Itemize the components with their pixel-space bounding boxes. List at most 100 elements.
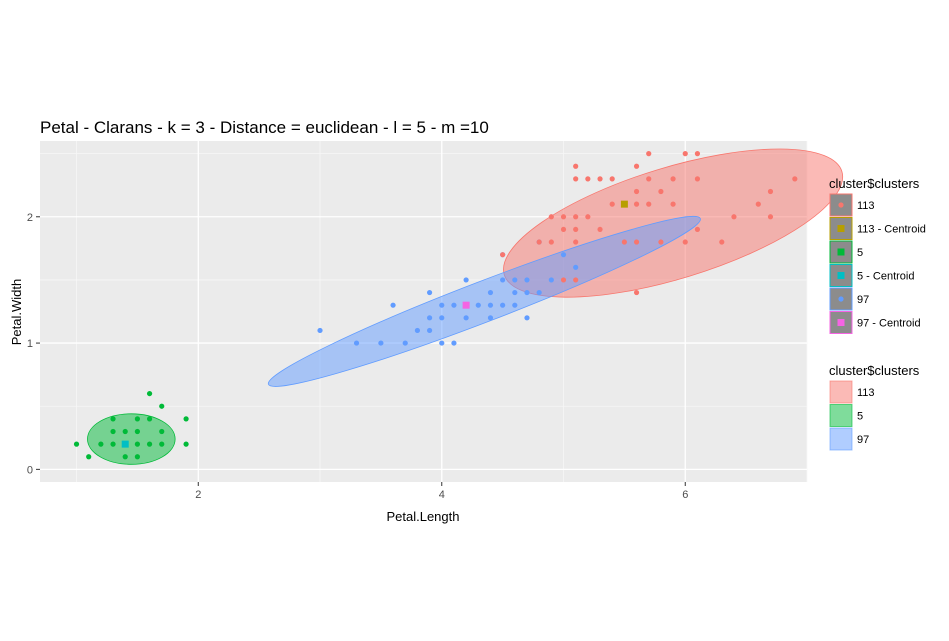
data-point-cluster-113 — [536, 239, 542, 245]
legend-key-square — [837, 248, 845, 256]
data-point-cluster-113 — [585, 176, 591, 182]
centroid-marker — [121, 440, 129, 448]
data-point-cluster-113 — [731, 214, 737, 220]
x-tick-label: 6 — [682, 489, 688, 501]
centroid-marker — [620, 200, 628, 208]
data-point-cluster-5 — [183, 416, 189, 422]
data-point-cluster-5 — [122, 428, 128, 435]
data-point-cluster-97 — [548, 277, 554, 283]
data-point-cluster-97 — [451, 340, 457, 346]
legend-key-square — [837, 272, 845, 279]
legend-color-label: 5 - Centroid — [857, 271, 914, 283]
data-point-cluster-5 — [134, 454, 140, 460]
data-point-cluster-113 — [573, 239, 579, 245]
data-point-cluster-113 — [500, 252, 506, 258]
x-tick-label: 2 — [195, 489, 201, 501]
data-point-cluster-97 — [414, 327, 421, 334]
data-point-cluster-97 — [390, 302, 396, 308]
data-point-cluster-5 — [86, 454, 92, 460]
data-point-cluster-97 — [536, 289, 542, 296]
data-point-cluster-97 — [426, 315, 433, 321]
legend-color-title: cluster$clusters — [829, 176, 920, 191]
legend-color-label: 113 — [857, 200, 875, 212]
data-point-cluster-97 — [353, 340, 360, 346]
data-point-cluster-5 — [159, 441, 165, 447]
data-point-cluster-97 — [512, 289, 518, 296]
cluster-ellipses — [87, 148, 844, 465]
cluster-ellipse-5 — [87, 413, 176, 465]
chart-title: Petal - Clarans - k = 3 - Distance = euc… — [40, 118, 489, 137]
data-point-cluster-5 — [134, 428, 140, 435]
legend-color: cluster$clusters 113 113 - Centroid 5 5 - C… — [829, 176, 926, 334]
data-point-cluster-113 — [597, 176, 603, 182]
data-point-cluster-113 — [621, 239, 627, 245]
data-point-cluster-5 — [110, 416, 116, 422]
legend-fill-key — [829, 380, 853, 404]
data-point-cluster-5 — [159, 403, 165, 409]
data-point-cluster-97 — [524, 315, 530, 321]
data-point-cluster-97 — [573, 264, 579, 270]
data-point-cluster-97 — [463, 277, 469, 283]
data-point-cluster-113 — [694, 176, 701, 182]
data-point-cluster-5 — [134, 441, 140, 447]
data-point-cluster-5 — [183, 441, 189, 447]
data-point-cluster-5 — [146, 441, 153, 447]
legend-fill: cluster$clusters 113 5 97 — [829, 363, 920, 451]
data-point-cluster-97 — [402, 340, 408, 346]
data-point-cluster-97 — [560, 252, 567, 258]
data-point-cluster-113 — [694, 226, 701, 233]
data-point-cluster-97 — [524, 277, 530, 283]
legend-fill-label: 97 — [857, 434, 869, 446]
data-point-cluster-113 — [548, 214, 554, 220]
data-point-cluster-113 — [646, 176, 652, 182]
data-point-cluster-97 — [487, 302, 494, 308]
data-point-cluster-113 — [573, 176, 579, 182]
legend-fill-label: 5 — [857, 411, 863, 423]
data-point-cluster-113 — [792, 176, 798, 182]
data-point-cluster-97 — [487, 315, 494, 321]
data-point-cluster-113 — [573, 163, 579, 169]
legend-color-label: 97 — [857, 294, 869, 306]
data-point-cluster-113 — [682, 151, 688, 157]
y-axis-title: Petal.Width — [9, 279, 24, 345]
legend-key-point — [838, 202, 844, 208]
data-point-cluster-113 — [633, 201, 640, 207]
data-point-cluster-113 — [767, 214, 774, 220]
data-point-cluster-113 — [719, 239, 725, 245]
data-point-cluster-5 — [122, 454, 128, 460]
x-axis: 2 4 6 — [195, 482, 688, 501]
data-point-cluster-5 — [146, 390, 153, 397]
data-point-cluster-113 — [573, 214, 579, 220]
data-point-cluster-5 — [110, 428, 116, 435]
legend-fill-label: 113 — [857, 387, 875, 399]
data-point-cluster-113 — [670, 176, 676, 182]
y-tick-label: 1 — [27, 338, 33, 350]
data-point-cluster-113 — [682, 239, 688, 245]
major-gridlines — [40, 141, 807, 482]
data-point-cluster-97 — [439, 315, 445, 321]
data-point-cluster-113 — [694, 151, 701, 157]
data-point-cluster-5 — [98, 441, 104, 447]
data-point-cluster-5 — [73, 441, 80, 447]
legend-color-label: 113 - Centroid — [857, 224, 926, 236]
data-point-cluster-113 — [609, 176, 615, 182]
legend-fill-key — [829, 404, 853, 427]
data-point-cluster-97 — [451, 302, 457, 308]
data-point-cluster-97 — [426, 289, 433, 296]
data-point-cluster-5 — [146, 416, 153, 422]
data-point-cluster-113 — [633, 163, 640, 169]
y-tick-label: 2 — [27, 212, 33, 224]
legend-key-point — [838, 296, 844, 302]
data-point-cluster-97 — [426, 327, 433, 334]
data-point-cluster-5 — [159, 428, 165, 435]
data-point-cluster-113 — [658, 188, 664, 195]
data-point-cluster-97 — [512, 302, 518, 308]
data-point-cluster-97 — [378, 340, 384, 346]
data-point-cluster-113 — [658, 239, 664, 245]
x-axis-title: Petal.Length — [386, 509, 459, 524]
data-point-cluster-97 — [524, 289, 530, 296]
data-point-cluster-113 — [755, 201, 761, 207]
data-point-cluster-97 — [475, 302, 481, 308]
data-point-cluster-97 — [439, 340, 445, 346]
